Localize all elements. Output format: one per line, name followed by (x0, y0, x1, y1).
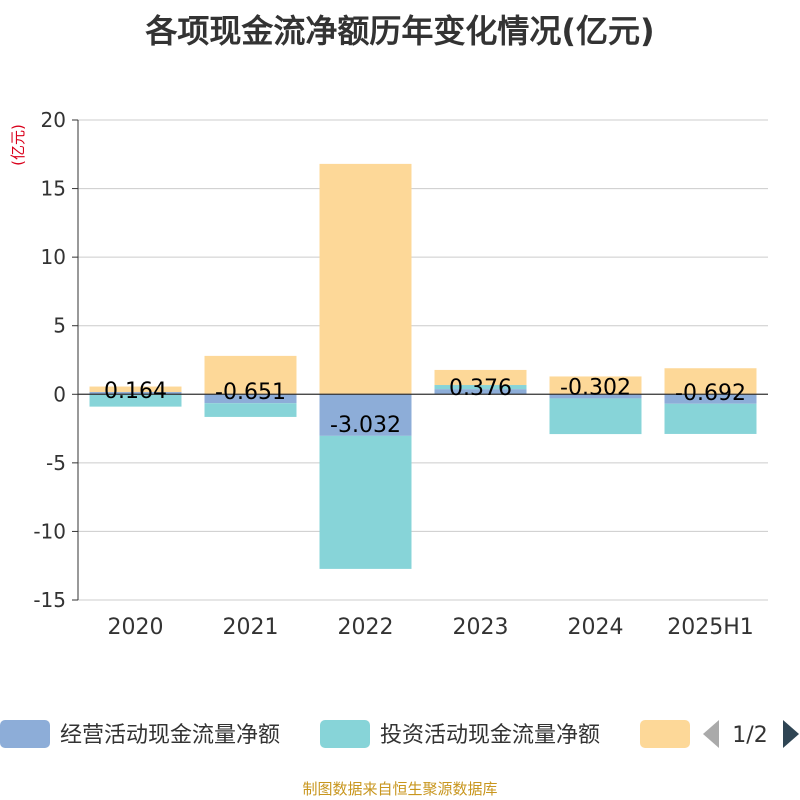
bar-series1-2022[interactable] (319, 394, 412, 436)
data-label-2020: 0.164 (104, 379, 167, 404)
bar-series3-2023[interactable] (434, 369, 527, 386)
data-label-layer: 0.164 -0.651 -3.032 0.376 -0.302 -0.692 (104, 375, 746, 437)
bar-series3-2025H1[interactable] (664, 368, 757, 395)
bar-series3-2021[interactable] (204, 355, 297, 395)
bar-series2-2021[interactable] (204, 403, 297, 417)
y-tick-label: -15 (33, 588, 66, 612)
data-label-2024: -0.302 (560, 375, 631, 400)
bar-series3-2020[interactable] (89, 386, 182, 393)
y-tick-label: 15 (41, 177, 66, 201)
bar-series1-2024[interactable] (549, 394, 642, 399)
legend-label-series2[interactable]: 投资活动现金流量净额 (380, 723, 600, 748)
y-tick-label: 0 (53, 382, 66, 406)
legend-next-arrow-icon[interactable] (783, 720, 799, 748)
x-tick-label: 2020 (108, 615, 164, 640)
bar-series2-2023[interactable] (434, 385, 527, 390)
x-tick-label: 2022 (338, 615, 394, 640)
x-tick-label: 2025H1 (667, 615, 754, 640)
chart-title: 各项现金流净额历年变化情况(亿元) (145, 12, 655, 50)
grid-layer (78, 119, 768, 601)
legend-label-series1[interactable]: 经营活动现金流量净额 (60, 723, 280, 748)
legend-prev-arrow-icon[interactable] (703, 720, 719, 748)
bar-series1-2025H1[interactable] (664, 394, 757, 404)
bar-series1-2023[interactable] (434, 389, 527, 395)
y-tick-label: 10 (41, 245, 66, 269)
data-label-2021: -0.651 (215, 380, 286, 405)
bar-series3-2024[interactable] (549, 376, 642, 395)
y-tick-label: 20 (41, 108, 66, 132)
x-tick-label: 2023 (453, 615, 509, 640)
axis-layer: 20 15 10 5 0 -5 -10 -15 (亿元) 2020 2021 2022 2023 2024… (9, 108, 768, 640)
y-tick-label: 5 (53, 314, 66, 338)
bar-series1-2021[interactable] (204, 394, 297, 404)
legend-swatch-series2[interactable] (320, 720, 370, 748)
y-axis-unit-label: (亿元) (9, 124, 27, 166)
bar-series1-2020[interactable] (89, 392, 182, 395)
data-label-2022: -3.032 (330, 413, 401, 438)
legend: 经营活动现金流量净额 投资活动现金流量净额 1/2 (0, 720, 799, 748)
data-label-2025H1: -0.692 (675, 381, 746, 406)
bar-series2-2025H1[interactable] (664, 403, 757, 434)
legend-swatch-series3[interactable] (640, 720, 690, 748)
legend-page-indicator: 1/2 (732, 723, 767, 748)
bar-series2-2024[interactable] (549, 398, 642, 435)
bar-series2-2020[interactable] (89, 394, 182, 407)
bar-layer (89, 163, 757, 569)
bar-series2-2022[interactable] (319, 435, 412, 569)
x-tick-label: 2024 (568, 615, 624, 640)
legend-swatch-series1[interactable] (0, 720, 50, 748)
y-tick-label: -5 (46, 451, 66, 475)
x-tick-label: 2021 (223, 615, 279, 640)
bar-series3-2022[interactable] (319, 163, 412, 395)
y-tick-label: -10 (33, 519, 66, 543)
data-source-note: 制图数据来自恒生聚源数据库 (302, 780, 498, 798)
data-label-2023: 0.376 (449, 376, 512, 401)
